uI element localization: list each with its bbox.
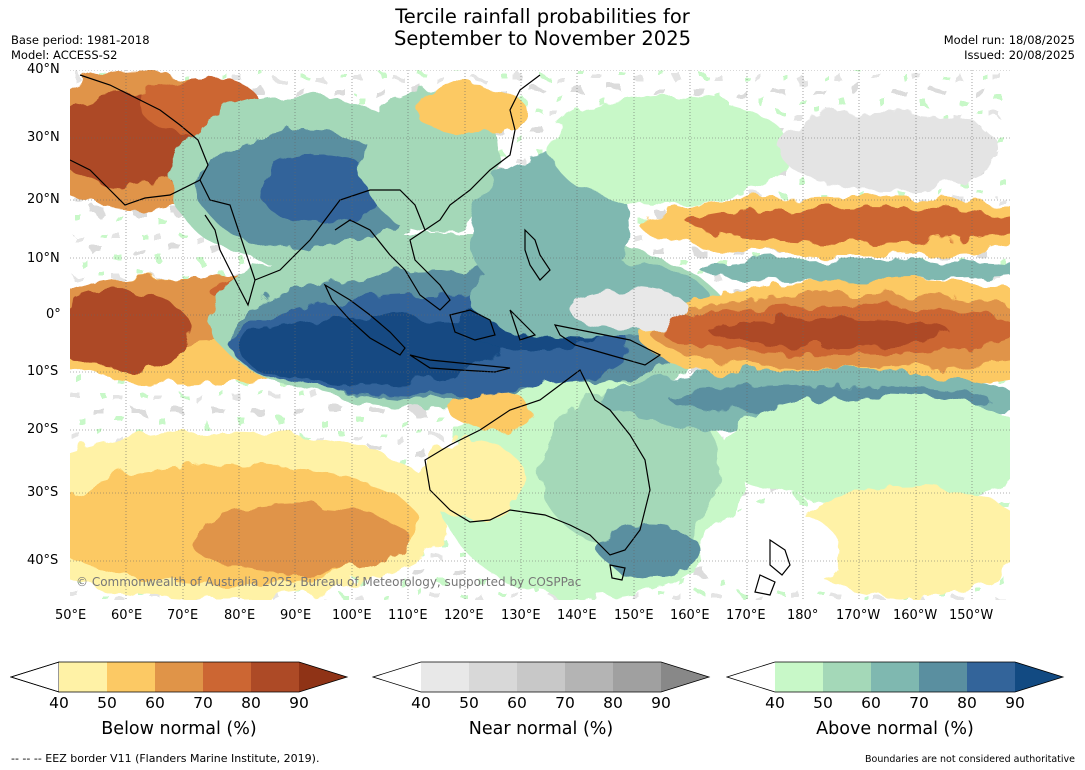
- coastlines: [70, 74, 791, 596]
- colorbar-above-segment: [919, 662, 967, 692]
- colorbar-below-segment: [251, 662, 299, 692]
- lon-label: 50°E: [55, 608, 87, 623]
- colorbar-below-tick: 80: [241, 694, 261, 712]
- colorbar-above-segment: [823, 662, 871, 692]
- colorbar-near-tick: 60: [507, 694, 527, 712]
- model-name: Model: ACCESS-S2: [11, 48, 118, 62]
- lat-label: 20°N: [27, 192, 60, 207]
- colorbar-above-tick: 40: [765, 694, 785, 712]
- lon-label: 180°: [787, 608, 819, 623]
- colorbar-above-max-triangle: [1015, 662, 1063, 692]
- colorbar-near-min-triangle: [373, 662, 421, 692]
- colorbar-near-normal: [372, 661, 711, 693]
- lon-label: 130°E: [501, 608, 541, 623]
- colorbar-above-min-triangle: [727, 662, 775, 692]
- colorbar-above-tick: 70: [909, 694, 929, 712]
- colorbar-below-max-triangle: [299, 662, 347, 692]
- lat-label: 40°S: [27, 553, 59, 568]
- map-title-line1: Tercile rainfall probabilities for: [395, 5, 690, 28]
- lon-label: 80°E: [224, 608, 256, 623]
- lat-label: 40°N: [27, 62, 60, 77]
- probability-fields: [70, 70, 1010, 600]
- lon-label: 170°W: [836, 608, 881, 623]
- lon-label: 70°E: [167, 608, 199, 623]
- lon-label: 150°E: [614, 608, 654, 623]
- lon-label: 100°E: [332, 608, 372, 623]
- boundary-disclaimer: Boundaries are not considered authoritat…: [865, 754, 1075, 765]
- colorbar-above-segment: [871, 662, 919, 692]
- lon-label: 140°E: [557, 608, 597, 623]
- colorbar-below-segment: [59, 662, 107, 692]
- colorbar-below-segment: [155, 662, 203, 692]
- lat-label: 20°S: [27, 422, 59, 437]
- colorbar-below-min-triangle: [10, 661, 60, 693]
- colorbar-above-tick: 90: [1005, 694, 1025, 712]
- colorbar-above-normal: [726, 661, 1065, 693]
- colorbar-above-tick: 80: [957, 694, 977, 712]
- colorbar-near-segment: [469, 662, 517, 692]
- lon-label: 150°W: [949, 608, 994, 623]
- colorbar-below-tick: 50: [97, 694, 117, 712]
- issued-date: Issued: 20/08/2025: [964, 48, 1075, 62]
- map-title-line2: September to November 2025: [393, 27, 692, 50]
- lon-label: 120°E: [444, 608, 484, 623]
- colorbar-near-tick: 70: [555, 694, 575, 712]
- colorbar-below-tick: 90: [289, 694, 309, 712]
- lat-label: 10°N: [27, 251, 60, 266]
- lat-label: 30°S: [27, 485, 59, 500]
- colorbar-above-segment: [967, 662, 1015, 692]
- copyright-notice: © Commonwealth of Australia 2025, Bureau…: [76, 575, 582, 589]
- colorbar-below-tick: 60: [145, 694, 165, 712]
- lat-label: 0°: [46, 307, 61, 322]
- colorbar-below-tick: 40: [49, 694, 69, 712]
- lon-label: 160°W: [893, 608, 938, 623]
- rainfall-map: [70, 70, 1010, 600]
- colorbar-below-normal: [10, 661, 349, 693]
- colorbar-near-tick: 80: [603, 694, 623, 712]
- colorbar-below-segment: [203, 662, 251, 692]
- model-run: Model run: 18/08/2025: [943, 33, 1075, 47]
- lat-label: 30°N: [27, 130, 60, 145]
- colorbar-near-segment: [421, 662, 469, 692]
- colorbar-below-tick: 70: [193, 694, 213, 712]
- colorbar-near-tick: 50: [459, 694, 479, 712]
- eez-border-note: -- -- -- EEZ border V11 (Flanders Marine…: [11, 752, 320, 765]
- lon-label: 90°E: [280, 608, 312, 623]
- lon-label: 60°E: [111, 608, 143, 623]
- colorbar-near-tick: 40: [411, 694, 431, 712]
- colorbar-above-tick: 60: [861, 694, 881, 712]
- lon-label: 170°E: [726, 608, 766, 623]
- colorbar-above-segment: [775, 662, 823, 692]
- graticule: [70, 70, 1010, 600]
- colorbar-below-title: Below normal (%): [101, 719, 257, 739]
- colorbar-near-segment: [565, 662, 613, 692]
- colorbar-below-segment: [107, 662, 155, 692]
- colorbar-near-segment: [517, 662, 565, 692]
- colorbar-above-title: Above normal (%): [816, 719, 974, 739]
- colorbar-near-title: Near normal (%): [468, 719, 614, 739]
- base-period: Base period: 1981-2018: [11, 33, 150, 47]
- colorbar-above-tick: 50: [813, 694, 833, 712]
- lon-label: 160°E: [670, 608, 710, 623]
- lat-label: 10°S: [27, 364, 59, 379]
- colorbar-near-max-triangle: [661, 662, 709, 692]
- colorbar-near-segment: [613, 662, 661, 692]
- lon-label: 110°E: [388, 608, 428, 623]
- colorbar-near-tick: 90: [651, 694, 671, 712]
